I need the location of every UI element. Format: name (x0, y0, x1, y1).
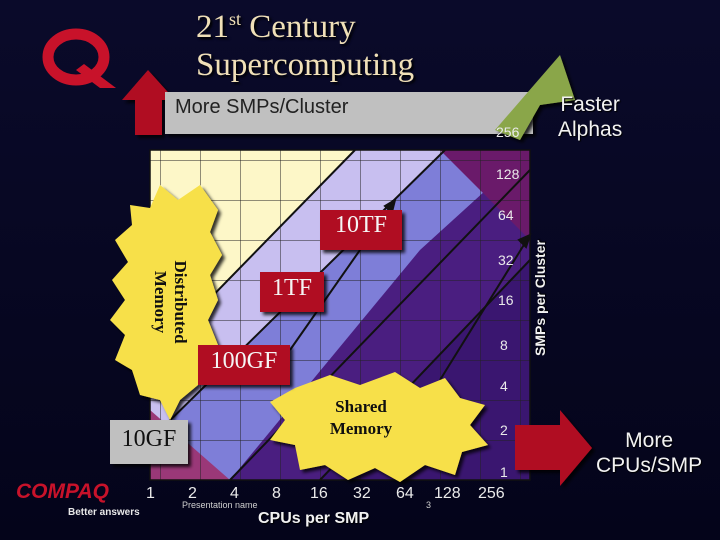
more-smps-label: More SMPs/Cluster (175, 96, 349, 118)
x-axis-title: CPUs per SMP (258, 510, 370, 527)
title-line-1: 21st Century (196, 9, 356, 45)
y-tick-2: 2 (500, 422, 508, 438)
faster-alphas-label: Faster Alphas (558, 93, 623, 141)
distributed-memory-label: Distributed Memory (151, 260, 190, 344)
y-tick-256: 256 (496, 124, 520, 140)
footer-presentation-name: Presentation name (182, 500, 258, 510)
y-tick-1: 1 (500, 464, 508, 480)
brand-tagline: Better answers (68, 507, 140, 518)
faster-alphas-arrow (495, 55, 575, 140)
more-cpus-arrow (515, 410, 592, 486)
perf-label-100gf: 100GF (210, 348, 278, 374)
perf-box-10tf (320, 210, 402, 250)
x-tick-128: 128 (434, 485, 461, 502)
y-tick-32: 32 (498, 252, 514, 268)
y-tick-128: 128 (496, 166, 520, 182)
svg-text:COMPAQ: COMPAQ (16, 480, 109, 503)
perf-label-10tf: 10TF (334, 212, 387, 238)
slide-title: 21st Century Supercomputing (196, 8, 414, 84)
perf-box-100gf (198, 345, 290, 385)
perf-label-10gf: 10GF (121, 426, 177, 452)
shared-memory-starburst (270, 372, 488, 482)
perf-box-10gf (110, 420, 188, 464)
y-axis-title: SMPs per Cluster (532, 240, 548, 356)
x-tick-64: 64 (396, 485, 414, 502)
shared-memory-label: Shared Memory (329, 397, 393, 438)
y-tick-64: 64 (498, 207, 514, 223)
x-tick-16: 16 (310, 485, 328, 502)
compaq-wordmark-icon: COMPAQ (16, 480, 109, 503)
compaq-brand: COMPAQ Better answers (14, 478, 140, 518)
title-line-2: Supercomputing (196, 47, 415, 83)
y-tick-16: 16 (498, 292, 514, 308)
x-tick-1: 1 (146, 485, 155, 502)
x-tick-256: 256 (478, 485, 505, 502)
y-tick-8: 8 (500, 337, 508, 353)
x-tick-8: 8 (272, 485, 281, 502)
perf-box-1tf (260, 272, 324, 312)
more-smps-arrow (122, 70, 533, 135)
more-cpus-label: More CPUs/SMP (596, 429, 703, 477)
perf-label-1tf: 1TF (271, 275, 312, 301)
y-tick-4: 4 (500, 378, 508, 394)
compaq-q-logo-icon (42, 28, 116, 88)
x-tick-32: 32 (353, 485, 371, 502)
footer-page-number: 3 (426, 500, 432, 510)
x-tick-2: 2 (188, 485, 197, 502)
x-tick-4: 4 (230, 485, 239, 502)
distributed-memory-starburst (110, 185, 222, 420)
